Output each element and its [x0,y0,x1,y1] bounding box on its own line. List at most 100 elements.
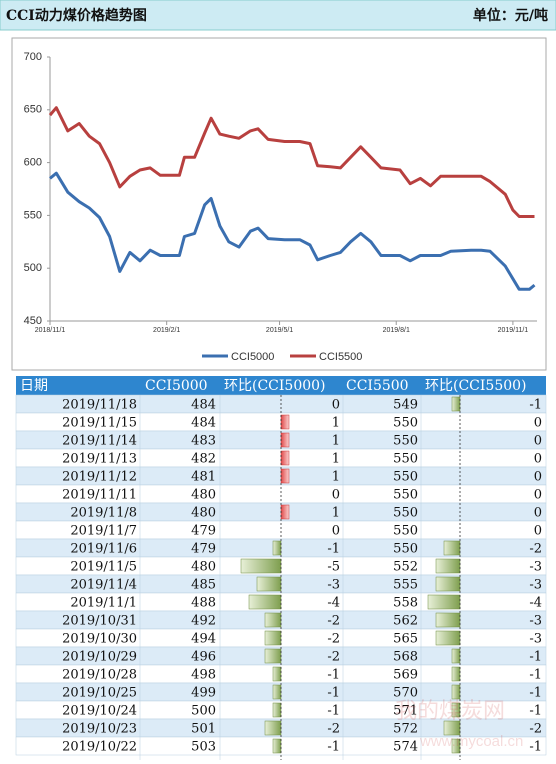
table-cell: 2019/11/18 [62,398,137,413]
y-tick-label: 700 [24,51,42,63]
table-cell: 555 [393,578,418,593]
table-cell: 0 [332,398,340,413]
table-cell: 552 [393,560,418,575]
table-cell: 0 [534,416,542,431]
y-tick-label: 650 [24,104,42,116]
title: CCI动力煤价格趋势图 [6,7,147,24]
table-cell: 2019/11/8 [70,506,137,521]
table-cell: 572 [393,722,418,737]
table-cell: -1 [327,740,340,755]
table-cell: -2 [529,722,542,737]
table-cell: 2019/11/4 [70,578,137,593]
table-cell: 488 [191,596,216,611]
change-bar [280,504,290,520]
table-cell: 2019/10/24 [62,704,137,719]
table-cell: 0 [534,488,542,503]
x-tick-label: 2019/5/1 [266,327,293,334]
table-cell: 479 [191,524,216,539]
table-cell: 1 [332,452,340,467]
x-tick-label: 2019/2/1 [153,327,180,334]
table-cell: -1 [327,542,340,557]
x-tick-label: 2019/8/1 [383,327,410,334]
watermark: 我的煤炭网 [395,699,505,724]
change-bar [435,630,461,646]
table-cell: 2019/10/29 [62,650,137,665]
series-line [48,106,535,218]
change-bar [248,594,282,610]
y-tick-label: 550 [24,209,42,221]
table-cell: 562 [393,614,418,629]
change-bar [427,594,461,610]
table-cell: 482 [191,452,216,467]
table-cell: -2 [327,614,340,629]
table-cell: 1 [332,506,340,521]
table-cell: 1 [332,416,340,431]
table-cell: 550 [393,470,418,485]
table-cell: 501 [191,722,216,737]
table-cell: 0 [534,506,542,521]
y-tick-label: 600 [24,157,42,169]
table-cell: 0 [534,524,542,539]
table-cell: -1 [529,668,542,683]
table-cell: 500 [191,704,216,719]
table-cell: 550 [393,524,418,539]
table-cell: 480 [191,488,216,503]
table-cell: 2019/10/25 [62,686,137,701]
change-bar [451,666,461,682]
table-cell: 550 [393,416,418,431]
table-cell: 2019/10/22 [62,740,137,755]
table-cell: 2019/11/5 [70,560,137,575]
unit: 单位：元/吨 [473,7,548,24]
table-cell: 550 [393,542,418,557]
change-bar [451,738,461,754]
table-cell: -3 [529,632,542,647]
table-cell: -3 [529,560,542,575]
chart-frame [11,37,547,371]
change-bar [451,684,461,700]
table-cell: -1 [327,686,340,701]
table-cell: -3 [529,614,542,629]
y-tick-label: 450 [24,315,42,327]
table-cell: 2019/11/13 [62,452,137,467]
table-cell: 2019/11/11 [62,488,137,503]
change-bar [280,414,290,430]
table-cell: 0 [332,524,340,539]
table-cell: 481 [191,470,216,485]
table-cell: -1 [529,686,542,701]
table-cell: -4 [327,596,340,611]
watermark-url: www.mycoal.cn [419,733,523,750]
table-cell: 569 [393,668,418,683]
table-cell: 2019/10/30 [62,632,137,647]
table-cell: 1 [332,434,340,449]
change-bar [451,702,461,718]
table-cell: -2 [327,632,340,647]
table-cell: 550 [393,506,418,521]
table-cell: -1 [529,398,542,413]
change-bar [272,540,282,556]
table-cell: 2019/11/7 [70,524,137,539]
change-bar [435,612,461,628]
table-cell: 0 [534,470,542,485]
change-bar [451,396,461,412]
table-cell: 484 [191,398,216,413]
table-cell: 558 [393,596,418,611]
column-header: CCI5000 [145,378,208,394]
change-bar [435,558,461,574]
table-cell: 494 [191,632,216,647]
column-header: 日期 [20,378,48,394]
x-tick-label: 2018/11/1 [35,327,66,334]
table-cell: 2019/11/6 [70,542,137,557]
change-bar [280,468,290,484]
change-bar [280,432,290,448]
change-bar [240,558,282,574]
table-cell: -3 [327,578,340,593]
table-cell: 480 [191,506,216,521]
table-cell: 480 [191,560,216,575]
table-header [16,376,546,395]
table-cell: 550 [393,434,418,449]
change-bar [272,702,282,718]
table-cell: 0 [332,488,340,503]
table-cell: 483 [191,434,216,449]
table-cell: 2019/10/31 [62,614,137,629]
table-cell: 565 [393,632,418,647]
